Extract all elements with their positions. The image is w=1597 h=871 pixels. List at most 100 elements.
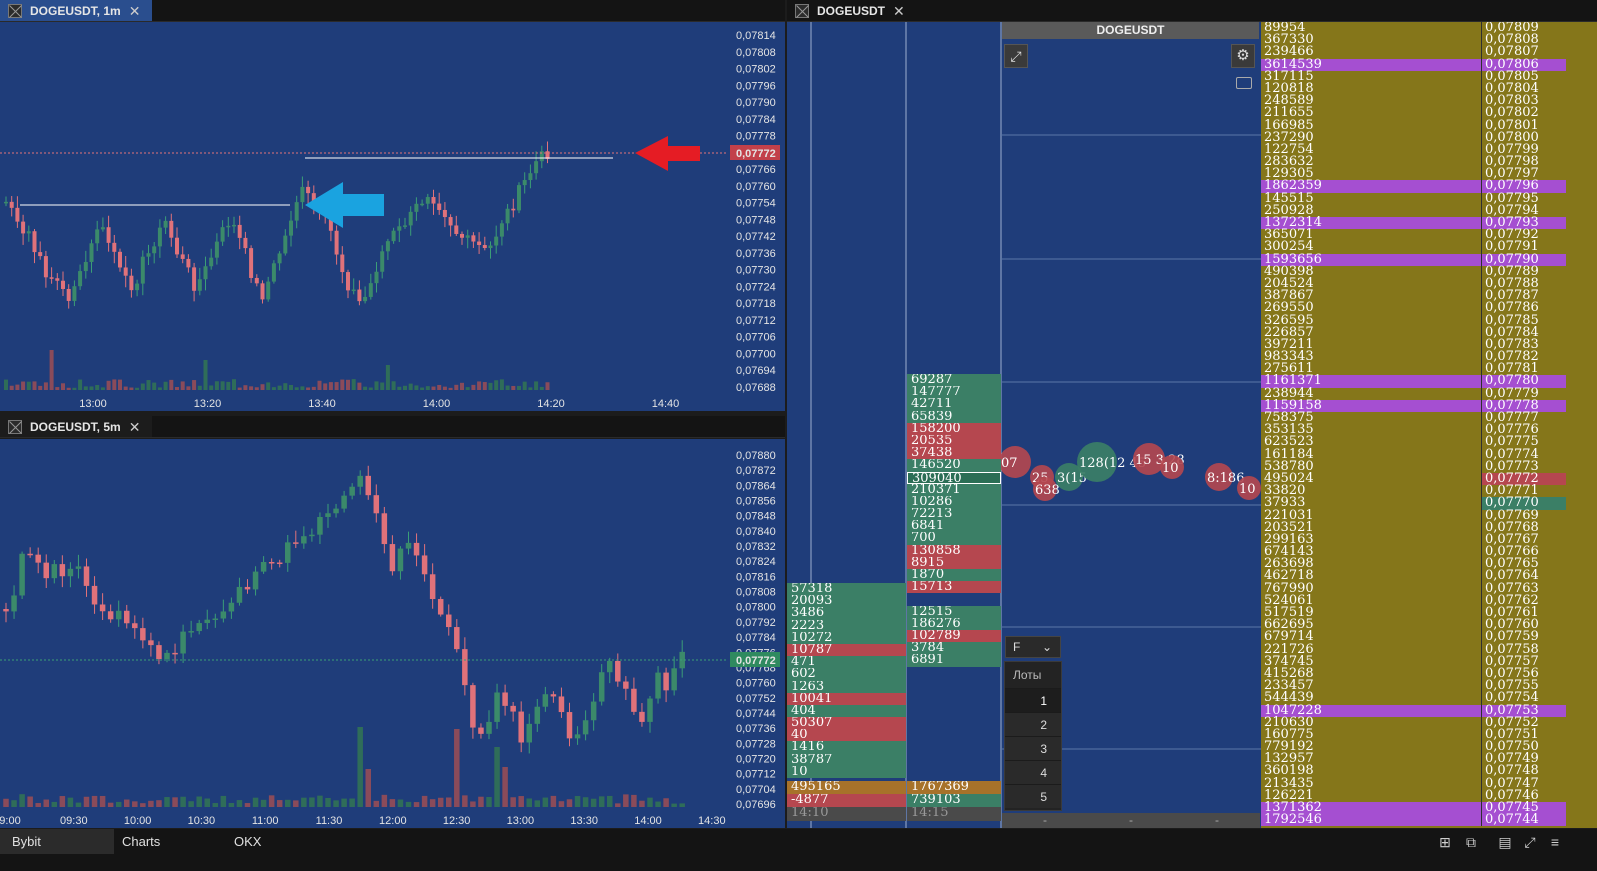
workspace-tab-charts[interactable]: Charts [122, 834, 161, 849]
order-book-row[interactable]: 1862359 0,07796 [1261, 179, 1597, 193]
order-book-row[interactable]: 263698 0,07765 [1261, 557, 1597, 571]
volume-bar [75, 802, 82, 807]
order-book-row[interactable]: 365071 0,07792 [1261, 228, 1597, 242]
order-book-row[interactable]: 1047228 0,07753 [1261, 703, 1597, 717]
order-book-row[interactable]: 544439 0,07754 [1261, 691, 1597, 705]
order-book-row[interactable]: 275611 0,07781 [1261, 362, 1597, 376]
order-book-row[interactable]: 239466 0,07807 [1261, 45, 1597, 59]
order-book-row[interactable]: 122754 0,07799 [1261, 143, 1597, 157]
chart-add-icon[interactable]: ⤢ [1524, 834, 1536, 850]
lots-item[interactable]: 1 [1005, 688, 1061, 712]
lots-item[interactable]: 3 [1005, 736, 1061, 760]
lots-item[interactable]: 2 [1005, 712, 1061, 736]
order-book-row[interactable]: 203521 0,07768 [1261, 521, 1597, 534]
lots-item[interactable]: 4 [1005, 760, 1061, 784]
close-icon[interactable]: ✕ [128, 2, 141, 19]
close-icon[interactable]: ✕ [128, 418, 141, 435]
close-icon[interactable]: ✕ [893, 2, 905, 19]
filter-select[interactable]: F ⌄ [1005, 636, 1061, 658]
order-book-row[interactable]: 1792546 0,07744 [1261, 813, 1597, 827]
order-book-row[interactable]: 213435 0,07747 [1261, 777, 1597, 790]
order-book-row[interactable]: 367330 0,07808 [1261, 33, 1597, 47]
order-book-row[interactable]: 397211 0,07783 [1261, 338, 1597, 352]
order-book-row[interactable]: 204524 0,07788 [1261, 277, 1597, 291]
order-book-row[interactable]: 490398 0,07789 [1261, 265, 1597, 278]
chart-settings-icon[interactable]: ⤢ [1004, 44, 1028, 68]
chart-5m[interactable]: 0,07880 0,07872 0,07864 0,07856 0,07848 0,078… [0, 439, 785, 828]
order-book-row[interactable]: 269550 0,07786 [1261, 301, 1597, 315]
keyboard-icon[interactable] [1236, 77, 1252, 89]
order-book-row[interactable]: 1159158 0,07778 [1261, 399, 1597, 412]
order-book-row[interactable]: 517519 0,07761 [1261, 606, 1597, 620]
order-book-price: 0,07762 [1485, 592, 1539, 608]
order-book-row[interactable]: 779192 0,07750 [1261, 740, 1597, 754]
order-book-row[interactable]: 33820 0,07771 [1261, 484, 1597, 498]
order-book-row[interactable]: 679714 0,07759 [1261, 630, 1597, 644]
gear-icon[interactable]: ⚙ [1231, 44, 1255, 68]
order-book-row[interactable]: 674143 0,07766 [1261, 545, 1597, 559]
chart-1m[interactable]: 0,07814 0,07808 0,07802 0,07796 0,07790 0,077… [0, 22, 785, 411]
order-book-row[interactable]: 353135 0,07776 [1261, 423, 1597, 437]
add-window-icon[interactable]: ⊞ [1439, 834, 1451, 850]
order-book-row[interactable]: 221031 0,07769 [1261, 508, 1597, 522]
order-book-row[interactable]: 226857 0,07784 [1261, 326, 1597, 339]
candle-body [49, 277, 54, 279]
order-book-row[interactable]: 166985 0,07801 [1261, 118, 1597, 132]
order-book-ladder[interactable]: 89954 0,07809 367330 0,07808 239466 0,07807 36… [1261, 22, 1597, 828]
order-book-row[interactable]: 126221 0,07746 [1261, 789, 1597, 802]
order-book-row[interactable]: 160775 0,07751 [1261, 728, 1597, 742]
order-book-row[interactable]: 524061 0,07762 [1261, 592, 1597, 608]
order-book-row[interactable]: 3614539 0,07806 [1261, 57, 1597, 71]
workspace-tab-okx[interactable]: OKX [234, 834, 262, 849]
order-book-row[interactable]: 248589 0,07803 [1261, 94, 1597, 108]
lots-item[interactable]: 5 [1005, 784, 1061, 808]
order-book-row[interactable]: 299163 0,07767 [1261, 533, 1597, 547]
order-book-row[interactable]: 1593656 0,07790 [1261, 252, 1597, 266]
order-book-row[interactable]: 662695 0,07760 [1261, 618, 1597, 632]
order-book-row[interactable]: 360198 0,07748 [1261, 764, 1597, 778]
layout-icon[interactable]: ⧉ [1466, 834, 1476, 850]
order-book-row[interactable]: 237290 0,07800 [1261, 131, 1597, 144]
order-book-row[interactable]: 129305 0,07797 [1261, 167, 1597, 181]
order-book-row[interactable]: 211655 0,07802 [1261, 106, 1597, 120]
order-book-row[interactable]: 1161371 0,07780 [1261, 374, 1597, 388]
order-book-row[interactable]: 983343 0,07782 [1261, 350, 1597, 364]
order-book-row[interactable]: 415268 0,07756 [1261, 667, 1597, 681]
tab-dogeusdt-5m[interactable]: DOGEUSDT, 5m ✕ [0, 416, 152, 437]
order-book-row[interactable]: 758375 0,07777 [1261, 411, 1597, 425]
order-book-row[interactable]: 538780 0,07773 [1261, 460, 1597, 473]
order-book-row[interactable]: 37933 0,07770 [1261, 496, 1597, 510]
candle-body [421, 555, 428, 575]
order-book-row[interactable]: 495024 0,07772 [1261, 472, 1597, 486]
order-book-row[interactable]: 374745 0,07757 [1261, 655, 1597, 668]
volume-bar [51, 801, 58, 807]
order-book-row[interactable]: 1372314 0,07793 [1261, 216, 1597, 230]
candle-body [124, 610, 130, 624]
order-book-row[interactable]: 623523 0,07775 [1261, 435, 1597, 449]
order-book-row[interactable]: 767990 0,07763 [1261, 582, 1597, 595]
order-book-row[interactable]: 210630 0,07752 [1261, 716, 1597, 729]
order-book-row[interactable]: 233457 0,07755 [1261, 679, 1597, 693]
order-book-row[interactable]: 250928 0,07794 [1261, 204, 1597, 217]
order-book-row[interactable]: 283632 0,07798 [1261, 155, 1597, 169]
order-book-row[interactable]: 89954 0,07809 [1261, 22, 1597, 35]
order-book-row[interactable]: 132957 0,07749 [1261, 752, 1597, 766]
order-book-row[interactable]: 1371362 0,07745 [1261, 801, 1597, 815]
order-book-row[interactable]: 462718 0,07764 [1261, 569, 1597, 583]
volume-bar [283, 383, 288, 390]
candle-body [373, 495, 380, 514]
order-book-row[interactable]: 300254 0,07791 [1261, 240, 1597, 254]
order-book-row[interactable]: 387867 0,07787 [1261, 289, 1597, 303]
order-book-row[interactable]: 145515 0,07795 [1261, 192, 1597, 205]
order-book-row[interactable]: 238944 0,07779 [1261, 387, 1597, 400]
order-book-row[interactable]: 326595 0,07785 [1261, 313, 1597, 327]
tab-dogeusdt-cluster[interactable]: DOGEUSDT ✕ [787, 0, 917, 21]
order-book-row[interactable]: 161184 0,07774 [1261, 447, 1597, 461]
order-book-row[interactable]: 120818 0,07804 [1261, 82, 1597, 96]
workspace-tab-bybit[interactable]: Bybit [0, 829, 114, 854]
order-book-row[interactable]: 317115 0,07805 [1261, 70, 1597, 83]
tab-dogeusdt-1m[interactable]: DOGEUSDT, 1m ✕ [0, 0, 152, 21]
list-add-icon[interactable]: ≡ [1550, 834, 1560, 850]
order-book-row[interactable]: 221726 0,07758 [1261, 642, 1597, 656]
table-icon[interactable]: ▤ [1498, 834, 1512, 850]
